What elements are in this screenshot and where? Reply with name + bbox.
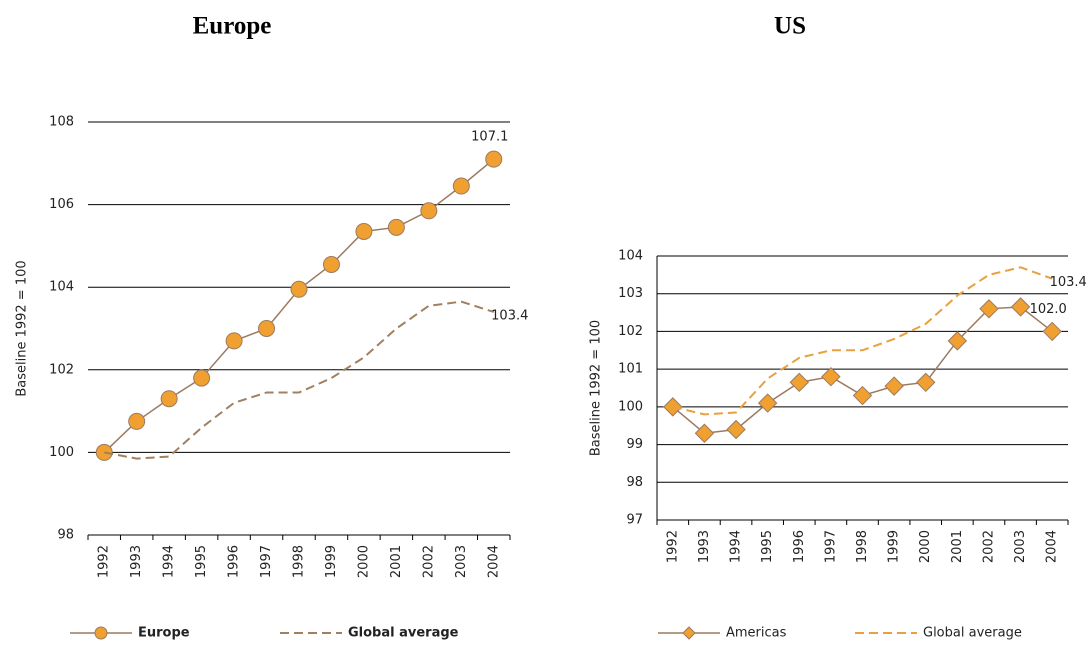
x-tick-label: 2004 <box>486 545 501 578</box>
x-tick-label: 1999 <box>324 545 339 578</box>
x-tick-label: 1993 <box>697 530 712 563</box>
series-line <box>104 300 495 460</box>
data-point <box>694 423 715 443</box>
data-point <box>258 320 276 337</box>
data-point <box>452 177 470 195</box>
y-tick-label: 97 <box>626 513 643 528</box>
x-tick-label: 2002 <box>981 530 996 563</box>
x-tick-label: 2000 <box>918 530 933 563</box>
value-label: 103.4 <box>491 308 528 323</box>
x-tick-label: 1996 <box>227 545 242 578</box>
x-tick-label: 1992 <box>665 530 680 563</box>
x-tick-label: 1992 <box>97 545 112 578</box>
y-tick-label: 108 <box>49 115 74 130</box>
x-tick-label: 2004 <box>1045 530 1060 563</box>
x-tick-label: 1993 <box>129 545 144 578</box>
x-tick-label: 2002 <box>421 545 436 578</box>
legend-text: Europe <box>138 626 190 641</box>
legend-marker <box>94 626 108 640</box>
x-tick-label: 1999 <box>887 530 902 563</box>
series-line <box>672 266 1053 416</box>
data-point <box>387 218 405 236</box>
x-tick-label: 2003 <box>1013 530 1028 563</box>
data-point <box>947 331 968 351</box>
series-line <box>672 306 1053 435</box>
data-point <box>290 280 308 298</box>
data-point <box>1010 297 1031 317</box>
data-point <box>485 150 503 168</box>
chart: Europe Baseline 1992 = 100 98 100 102 104 106 1… <box>15 13 529 641</box>
x-tick-label: 2001 <box>389 545 404 578</box>
x-tick-label: 1996 <box>792 530 807 563</box>
y-tick-label: 103 <box>618 286 643 301</box>
y-axis-label: Baseline 1992 = 100 <box>15 260 30 396</box>
x-tick-label: 1998 <box>292 545 307 578</box>
data-point <box>884 376 904 396</box>
data-point <box>128 412 146 430</box>
y-tick-label: 98 <box>57 528 74 543</box>
y-tick-label: 99 <box>626 437 643 452</box>
data-point <box>355 222 373 240</box>
value-label: 103.4 <box>1050 275 1087 290</box>
y-tick-label: 100 <box>49 445 74 460</box>
y-tick-label: 98 <box>626 475 643 490</box>
y-tick-label: 101 <box>618 362 643 377</box>
value-label: 102.0 <box>1030 302 1067 317</box>
data-point <box>225 332 243 350</box>
chart-title: US <box>774 13 806 40</box>
data-point <box>160 390 178 408</box>
legend-text: Global average <box>348 626 459 641</box>
y-tick-label: 100 <box>618 399 643 414</box>
x-tick-label: 2003 <box>454 545 469 578</box>
data-point <box>322 255 340 273</box>
x-tick-label: 1998 <box>855 530 870 563</box>
x-tick-label: 1994 <box>162 545 177 578</box>
x-tick-label: 1995 <box>760 530 775 563</box>
data-point <box>789 372 809 393</box>
x-tick-label: 1994 <box>729 530 744 563</box>
data-point <box>979 299 999 319</box>
chart: US Baseline 1992 = 100 97 98 99 100 101 102 103 1… <box>589 13 1087 641</box>
data-point <box>1042 321 1062 342</box>
legend-marker <box>682 626 696 640</box>
x-tick-label: 1997 <box>823 530 838 563</box>
y-axis-label: Baseline 1992 = 100 <box>589 320 604 456</box>
x-tick-label: 2000 <box>356 545 371 578</box>
data-point <box>852 385 873 406</box>
chart-title: Europe <box>193 13 272 40</box>
data-point <box>726 419 746 440</box>
data-point <box>821 366 841 387</box>
x-tick-label: 1997 <box>259 545 274 578</box>
x-tick-label: 1995 <box>194 545 209 578</box>
y-tick-label: 106 <box>49 197 74 212</box>
data-point <box>193 369 211 387</box>
data-point <box>420 202 438 220</box>
data-point <box>757 393 778 413</box>
value-label: 107.1 <box>471 130 508 145</box>
y-tick-label: 102 <box>49 362 74 377</box>
x-tick-label: 2001 <box>950 530 965 563</box>
y-tick-label: 104 <box>49 280 74 295</box>
legend-text: Global average <box>923 626 1022 641</box>
y-tick-label: 104 <box>618 249 643 264</box>
legend-text: Americas <box>726 626 787 641</box>
y-tick-label: 102 <box>618 324 643 339</box>
data-point <box>916 372 936 393</box>
